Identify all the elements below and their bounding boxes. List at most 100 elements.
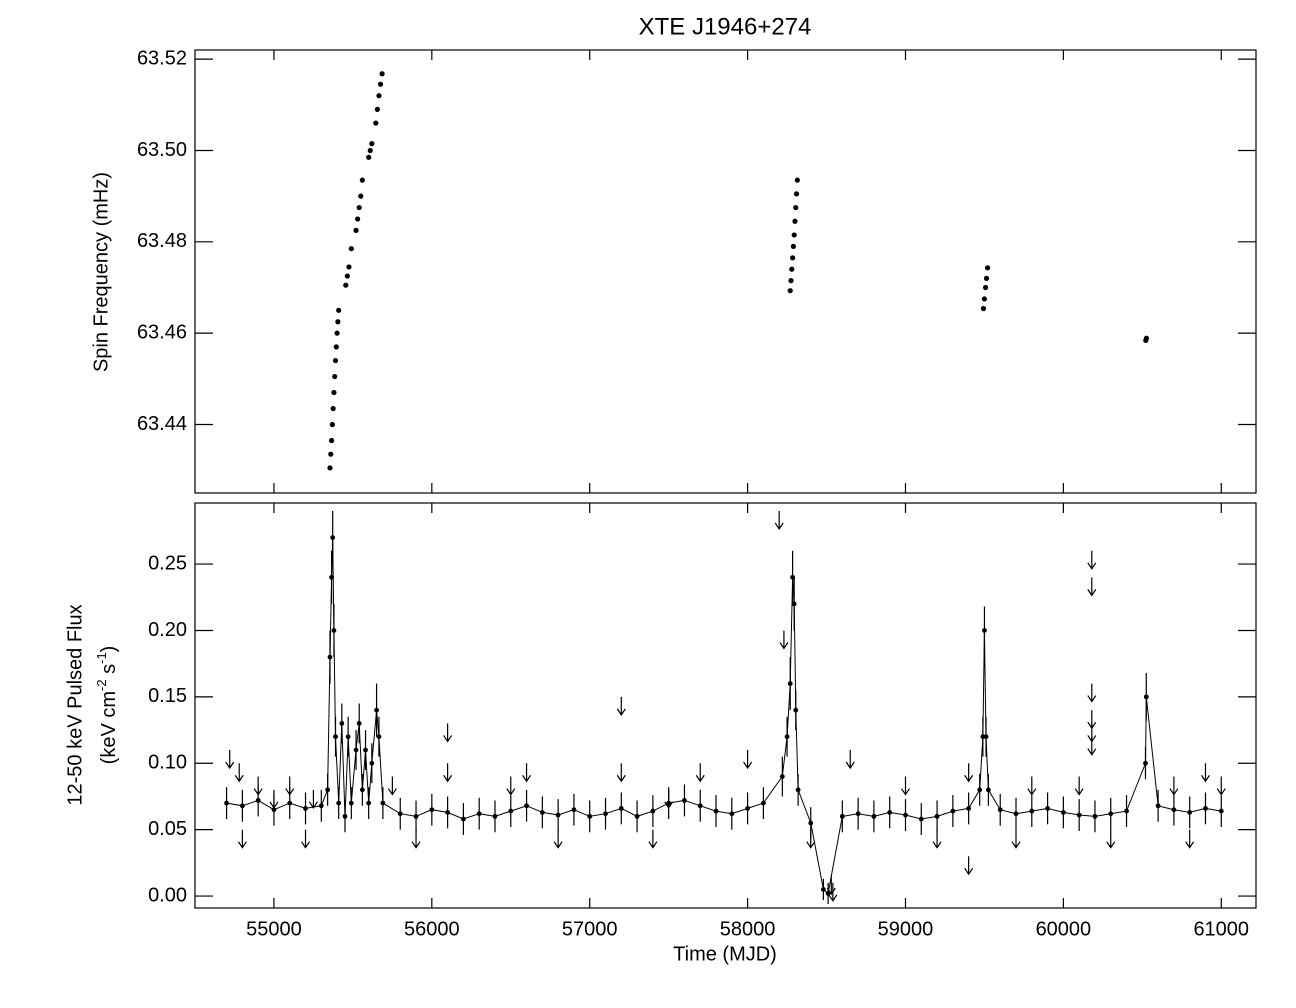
data-point [855,811,861,817]
y-tick-label: 63.50 [137,139,187,161]
data-point [356,204,362,211]
data-point [650,808,656,814]
data-point [1143,335,1150,341]
data-point [820,887,826,892]
upper-limit [845,749,855,770]
data-point [224,800,229,806]
y-tick-label: 63.52 [137,47,187,69]
data-point [618,806,624,811]
data-point [1171,807,1177,813]
upper-limit [1216,776,1226,796]
data-point [332,357,339,364]
data-point [330,535,336,540]
data-point [303,806,308,811]
data-point [634,813,640,819]
data-point [329,421,335,428]
upper-limit [806,829,816,849]
upper-limit [1074,776,1084,796]
data-point [329,574,334,580]
upper-limit [1200,763,1210,783]
data-point [571,807,577,813]
data-point [369,141,375,147]
data-point [603,811,608,817]
data-point [374,707,379,713]
data-point [793,191,800,197]
data-point [983,734,989,740]
data-point [325,787,331,793]
upper-limit [1169,776,1179,796]
x-tick-label: 61000 [1193,918,1249,940]
data-point [359,177,365,183]
data-point [779,774,785,779]
data-point [461,816,466,822]
data-point [539,809,545,815]
upper-limit [234,763,244,783]
data-point [792,218,798,224]
data-point [982,628,987,633]
data-point [380,800,386,806]
data-point [342,813,348,819]
data-point [794,177,800,183]
upper-limit [387,776,397,796]
upper-limit [225,749,235,770]
y-axis-label: Spin Frequency (mHz) [90,172,112,372]
upper-limit [411,829,421,849]
upper-limit [664,789,674,809]
upper-limit [522,763,532,783]
upper-limit [828,882,838,902]
upper-limit [743,749,753,770]
data-point [788,278,794,284]
data-point [271,807,277,813]
data-point [793,707,799,713]
data-point [1187,809,1193,815]
units-part: -1 [94,652,109,664]
data-point [977,787,983,793]
data-point [1124,808,1129,814]
upper-limit [506,776,516,796]
data-point [413,813,419,819]
data-point [336,800,342,806]
y-tick-label: 63.46 [137,321,187,343]
data-point [366,154,372,160]
x-tick-label: 56000 [404,918,460,940]
x-tick-label: 55000 [246,918,302,940]
data-point [333,344,339,350]
data-point [339,721,345,726]
data-point [760,800,766,806]
upper-limit [1087,683,1097,703]
plot-frame [194,502,1257,909]
units-part: ) [98,646,120,653]
data-point [524,803,529,809]
y-tick-label: 63.48 [137,230,187,252]
upper-limit [269,789,279,809]
data-point [903,812,908,818]
data-point [348,800,354,806]
data-point [787,288,793,294]
data-point [997,807,1003,813]
data-point [327,465,333,471]
data-point [793,204,799,211]
upper-limit [1185,829,1195,849]
upper-limit [695,763,705,783]
data-point [682,798,687,803]
data-point [379,71,385,77]
data-point [508,808,514,814]
upper-limit [616,696,626,716]
x-tick-label: 60000 [1036,918,1092,940]
upper-limit [237,829,247,849]
data-point [344,273,350,279]
units-part: -2 [94,679,109,691]
upper-limit [900,776,910,796]
data-point [358,193,364,199]
data-point [1108,811,1114,817]
data-point [1143,694,1149,700]
upper-limit [1087,577,1097,597]
x-tick-label: 59000 [878,918,934,940]
x-tick-label: 58000 [720,918,776,940]
data-point [363,747,368,753]
data-point [376,93,382,99]
upper-limit [1087,550,1097,570]
data-point [343,282,349,288]
upper-limit [253,776,263,796]
